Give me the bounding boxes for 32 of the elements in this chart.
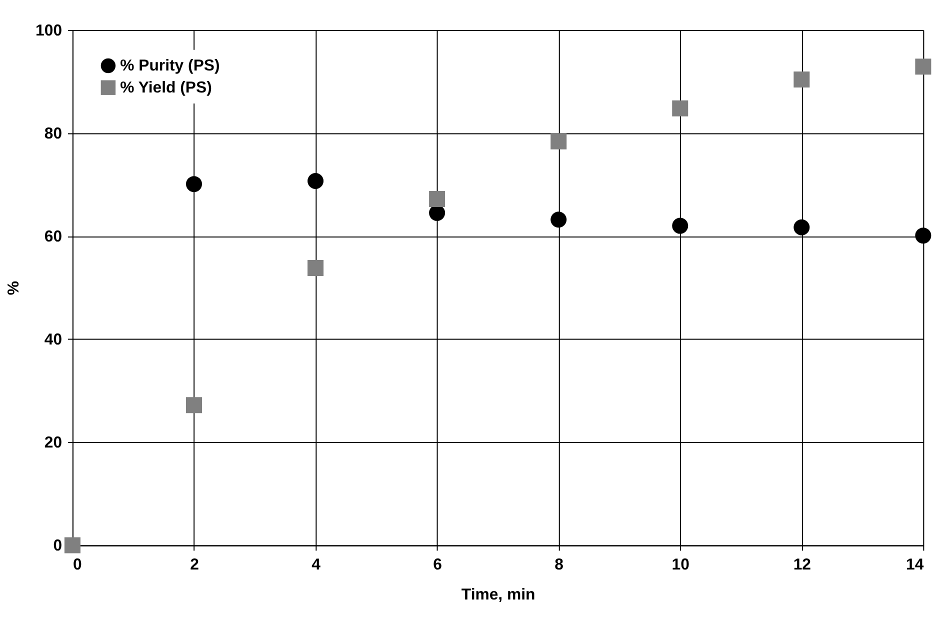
point: [308, 172, 324, 189]
point: [64, 537, 80, 554]
point: [186, 397, 202, 414]
y-tick-label: 20: [44, 434, 62, 452]
point: [550, 212, 567, 228]
point: [550, 133, 567, 150]
x-tick-label: 6: [433, 556, 442, 574]
point: [794, 219, 810, 236]
x-tick-label: 10: [672, 556, 690, 574]
point: [915, 228, 932, 244]
point: [794, 71, 810, 88]
x-tick-label: 0: [72, 556, 82, 574]
y-tick-label: 100: [36, 22, 62, 40]
x-tick-label: 14: [906, 556, 924, 574]
point: [429, 191, 446, 208]
point: [186, 176, 202, 192]
point: [308, 260, 324, 276]
x-tick-label: 2: [190, 556, 200, 574]
point: [672, 100, 688, 116]
y-tick-label: 80: [44, 126, 62, 143]
x-tick-label: 8: [554, 556, 564, 574]
y-axis-title: %: [6, 281, 23, 296]
y-tick-label: 0: [53, 538, 62, 555]
legend-label: % Yield (PS): [120, 80, 212, 97]
x-tick-label: 12: [793, 556, 812, 574]
point: [915, 58, 932, 75]
y-tick-label: 60: [44, 228, 62, 246]
y-tick-label: 40: [44, 332, 62, 349]
x-tick-label: 4: [312, 556, 321, 574]
legend-label: % Purity (PS): [120, 58, 220, 75]
point: [672, 218, 688, 234]
x-axis-title: Time, min: [461, 586, 536, 604]
